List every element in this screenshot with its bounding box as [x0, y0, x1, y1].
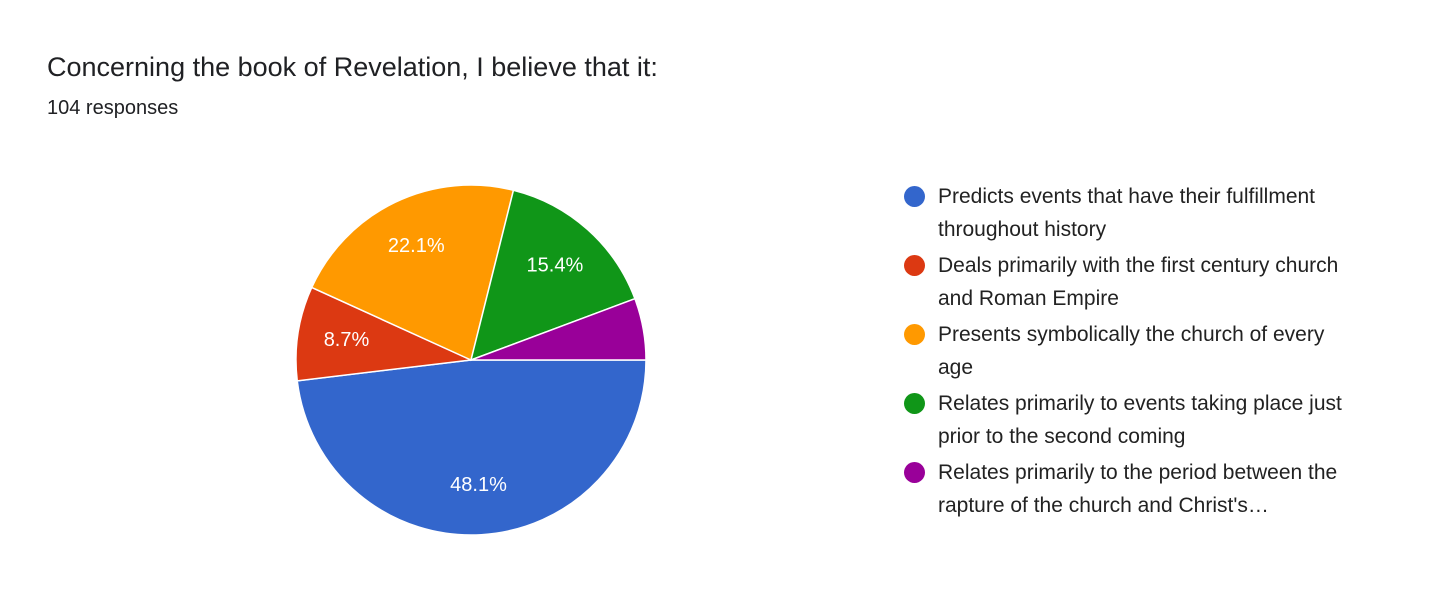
legend-label: Presents symbolically the church of ever… [938, 323, 1325, 379]
slice-label: 15.4% [527, 254, 584, 276]
pie-slice [295, 286, 474, 382]
legend-item: Relates primarily to the period between … [902, 456, 1342, 522]
legend-label: Relates primarily to the period between … [938, 461, 1338, 517]
pie-slice [470, 297, 647, 361]
legend-label: Deals primarily with the first century c… [938, 254, 1339, 310]
slice-label: 48.1% [450, 474, 507, 496]
legend: Predicts events that have their fulfillm… [902, 180, 1342, 525]
legend-item: Presents symbolically the church of ever… [902, 318, 1342, 384]
pie-slice [310, 184, 515, 362]
legend-item: Predicts events that have their fulfillm… [902, 180, 1342, 246]
pie-chart: 48.1% 8.7% 22.1% 15.4% [295, 184, 647, 536]
chart-subtitle: 104 responses [47, 97, 179, 119]
legend-swatch [904, 462, 925, 483]
legend-swatch [904, 186, 925, 207]
slice-label: 22.1% [388, 235, 445, 257]
legend-swatch [904, 255, 925, 276]
legend-item: Deals primarily with the first century c… [902, 249, 1342, 315]
legend-label: Relates primarily to events taking place… [938, 392, 1342, 448]
slice-label: 8.7% [324, 329, 370, 351]
legend-item: Relates primarily to events taking place… [902, 387, 1342, 453]
pie-slice [469, 189, 636, 362]
pie-slice [296, 359, 647, 536]
legend-label: Predicts events that have their fulfillm… [938, 185, 1316, 241]
legend-swatch [904, 393, 925, 414]
chart-title: Concerning the book of Revelation, I bel… [47, 52, 658, 82]
legend-swatch [904, 324, 925, 345]
